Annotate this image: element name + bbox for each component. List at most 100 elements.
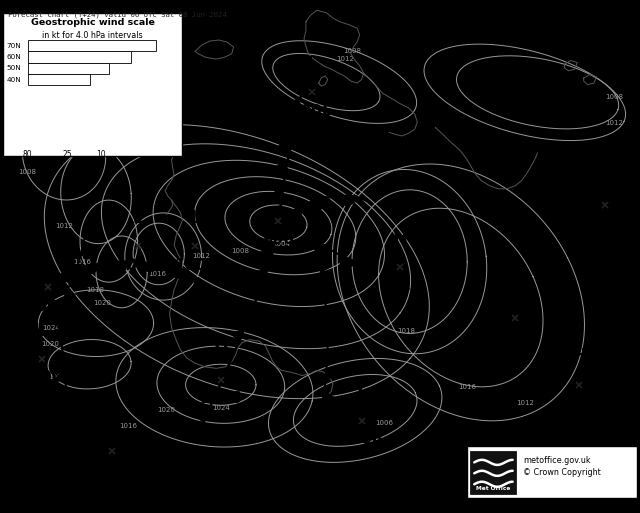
Polygon shape <box>412 75 422 84</box>
Bar <box>28 51 131 63</box>
Text: L: L <box>356 383 367 401</box>
Polygon shape <box>73 268 84 277</box>
Polygon shape <box>323 391 333 401</box>
Text: 1017: 1017 <box>558 396 600 411</box>
Text: 1016: 1016 <box>73 259 91 265</box>
Polygon shape <box>247 290 260 300</box>
Polygon shape <box>50 330 61 340</box>
Text: H: H <box>572 347 587 365</box>
Text: L: L <box>106 414 118 432</box>
Text: 1016: 1016 <box>49 374 67 380</box>
Text: H: H <box>392 229 408 247</box>
Text: 1016: 1016 <box>148 271 166 278</box>
Text: L: L <box>42 250 54 268</box>
Polygon shape <box>230 331 243 341</box>
Polygon shape <box>314 242 324 251</box>
Text: 1005: 1005 <box>174 258 216 272</box>
Text: L: L <box>599 168 611 186</box>
Polygon shape <box>326 370 336 380</box>
Polygon shape <box>56 394 67 404</box>
Text: 1018: 1018 <box>379 278 421 293</box>
Text: Forecast chart (T+24) Valid 06 UTC Sat 08 Jun 2024: Forecast chart (T+24) Valid 06 UTC Sat 0… <box>8 11 227 18</box>
Polygon shape <box>221 351 235 362</box>
Polygon shape <box>239 310 252 321</box>
Bar <box>28 74 90 85</box>
Polygon shape <box>79 264 99 273</box>
Polygon shape <box>319 263 330 272</box>
Text: H: H <box>213 342 228 360</box>
Polygon shape <box>326 306 337 315</box>
Text: 1012: 1012 <box>55 223 73 229</box>
Polygon shape <box>195 278 212 291</box>
Text: 1012: 1012 <box>605 120 623 126</box>
Polygon shape <box>86 226 96 235</box>
Text: 996: 996 <box>262 232 294 247</box>
Polygon shape <box>279 142 291 152</box>
Text: L: L <box>132 209 143 227</box>
Text: 1006: 1006 <box>340 432 383 447</box>
Polygon shape <box>287 99 300 110</box>
Polygon shape <box>169 267 188 278</box>
Polygon shape <box>58 416 68 426</box>
Polygon shape <box>394 60 405 69</box>
Text: 1020: 1020 <box>41 341 59 347</box>
Text: 70N: 70N <box>6 43 21 49</box>
Text: 80: 80 <box>22 150 33 160</box>
Text: 1012: 1012 <box>516 400 534 406</box>
Polygon shape <box>204 392 217 402</box>
Text: 1016: 1016 <box>494 329 536 344</box>
Text: 1008: 1008 <box>231 248 249 254</box>
Text: 1026: 1026 <box>200 391 242 406</box>
Text: Geostrophic wind scale: Geostrophic wind scale <box>31 18 155 27</box>
Text: 1020: 1020 <box>157 407 175 413</box>
Text: 1006: 1006 <box>291 104 333 119</box>
Text: 1016: 1016 <box>458 384 476 390</box>
Text: 15: 15 <box>67 43 77 52</box>
Polygon shape <box>334 196 357 205</box>
Polygon shape <box>328 348 338 359</box>
Text: 1020: 1020 <box>93 300 111 306</box>
Polygon shape <box>374 45 385 54</box>
Text: 1006: 1006 <box>375 420 393 426</box>
Text: L: L <box>189 209 201 227</box>
Text: 1008: 1008 <box>19 169 36 175</box>
Text: 1012: 1012 <box>116 258 159 272</box>
Polygon shape <box>140 262 159 271</box>
Polygon shape <box>51 271 70 283</box>
Text: 1008: 1008 <box>605 94 623 101</box>
Polygon shape <box>265 227 278 238</box>
Polygon shape <box>283 120 296 131</box>
Polygon shape <box>275 163 287 173</box>
Text: 1024: 1024 <box>42 325 60 331</box>
Text: 1001: 1001 <box>584 216 626 231</box>
Text: Met Office: Met Office <box>476 486 511 491</box>
Text: 1008: 1008 <box>27 299 69 313</box>
Polygon shape <box>269 205 281 216</box>
Text: 1012: 1012 <box>193 253 211 260</box>
Polygon shape <box>55 373 65 383</box>
Text: L: L <box>306 55 317 73</box>
Text: metoffice.gov.uk: metoffice.gov.uk <box>523 456 591 465</box>
Text: L: L <box>273 183 284 201</box>
Polygon shape <box>195 412 208 423</box>
Bar <box>28 63 109 74</box>
Text: 1012: 1012 <box>337 56 355 62</box>
Text: L: L <box>36 322 47 340</box>
Text: 1004: 1004 <box>273 241 291 247</box>
Polygon shape <box>428 92 438 101</box>
Text: 1018: 1018 <box>397 328 415 334</box>
Text: 1024: 1024 <box>212 405 230 411</box>
Polygon shape <box>339 255 357 266</box>
Text: 1000: 1000 <box>20 370 63 385</box>
Text: 1018: 1018 <box>86 287 104 293</box>
Polygon shape <box>40 288 51 298</box>
Polygon shape <box>213 371 226 382</box>
Text: 40: 40 <box>36 43 47 52</box>
Text: © Crown Copyright: © Crown Copyright <box>523 468 600 477</box>
Text: 40N: 40N <box>6 76 21 83</box>
Text: in kt for 4.0 hPa intervals: in kt for 4.0 hPa intervals <box>42 31 143 40</box>
Bar <box>470 451 516 494</box>
Polygon shape <box>317 413 328 423</box>
Text: 60N: 60N <box>6 54 21 60</box>
Polygon shape <box>109 261 129 270</box>
